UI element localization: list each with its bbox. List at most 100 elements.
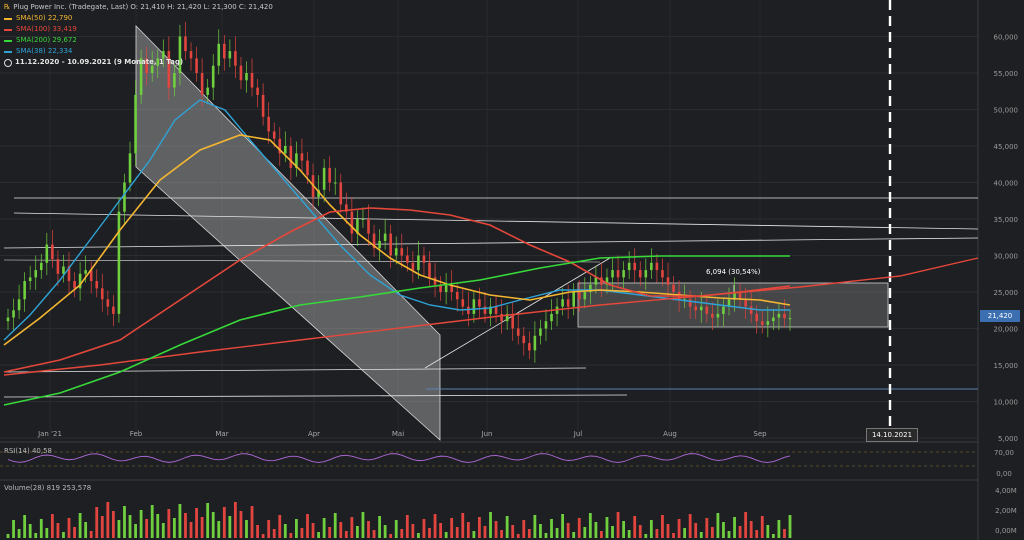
candle [178, 36, 182, 73]
volume-bar [228, 516, 232, 538]
chart-legend: ℞ Plug Power Inc. (Tradegate, Last) O: 2… [4, 2, 273, 68]
volume-bar [23, 515, 27, 538]
candle [200, 73, 204, 95]
candle [161, 51, 165, 59]
x-tick-label: Jun [481, 430, 493, 438]
candle [245, 73, 248, 81]
candle [777, 313, 781, 318]
logo-icon: ℞ [4, 3, 11, 11]
candle [156, 58, 160, 66]
volume-bar [217, 521, 221, 538]
candle [150, 65, 154, 73]
candle [45, 244, 49, 263]
candle [444, 284, 448, 292]
y-tick-label: 25,000 [994, 289, 1019, 297]
candle [422, 255, 426, 263]
candle [616, 270, 620, 278]
candle [350, 211, 354, 234]
y-tick-label: 10,000 [994, 399, 1019, 407]
candle [284, 146, 287, 154]
rsi-tick-label: 0,00 [996, 470, 1012, 478]
volume-bar [433, 514, 437, 538]
candle [56, 259, 60, 274]
candle [467, 306, 470, 314]
candle [583, 292, 587, 300]
volume-bar [206, 503, 210, 538]
candle [655, 262, 659, 271]
candle [461, 299, 465, 307]
volume-bar [178, 504, 182, 538]
candle [6, 317, 10, 322]
candle [267, 116, 270, 132]
candle [533, 335, 537, 351]
volume-bar [45, 528, 49, 538]
candle [106, 299, 110, 307]
volume-bar [62, 532, 65, 538]
candle [23, 281, 26, 300]
volume-bar [688, 514, 692, 538]
y-tick-label: 35,000 [994, 216, 1019, 224]
candle [250, 73, 254, 88]
volume-bar [394, 520, 398, 538]
volume-bar [250, 506, 254, 538]
candle [173, 73, 176, 88]
candle [450, 284, 453, 292]
candle [589, 284, 592, 292]
volume-bar [6, 534, 10, 538]
legend-sma-3: SMA(38) 22,334 [4, 46, 273, 57]
volume-bar [267, 520, 271, 538]
candle [688, 299, 692, 307]
candle [406, 255, 409, 263]
candle [705, 306, 709, 314]
volume-bar [389, 534, 393, 538]
candle [672, 284, 675, 292]
volume-bar [577, 518, 581, 538]
volume-bar [611, 526, 614, 538]
rsi-legend: RSI(14) 40,58 [4, 447, 53, 455]
volume-bar [350, 517, 354, 538]
candle [112, 306, 115, 314]
candle [749, 306, 753, 314]
volume-bar [489, 512, 492, 538]
candle [738, 292, 742, 300]
candle [594, 277, 598, 285]
volume-bar [522, 520, 526, 538]
volume-bar [300, 528, 304, 538]
candle [211, 65, 215, 88]
candle [295, 153, 298, 168]
y-tick-label: 60,000 [994, 34, 1019, 42]
candle [544, 321, 548, 329]
volume-bar [561, 514, 565, 538]
trend-line [3, 394, 628, 398]
volume-bar [78, 513, 82, 538]
trend-line [3, 237, 979, 249]
candle [39, 262, 43, 271]
candle [272, 131, 276, 139]
volume-bar [184, 513, 187, 538]
candle [716, 313, 720, 318]
volume-bar [272, 529, 276, 538]
candle [195, 58, 198, 73]
volume-bar [439, 523, 442, 538]
candle [783, 313, 786, 319]
x-tick-label: Feb [130, 430, 143, 438]
candle [733, 292, 736, 300]
volume-bar [694, 523, 698, 538]
candle [134, 94, 137, 154]
candle [28, 277, 32, 282]
candle [760, 321, 764, 325]
candle [622, 270, 625, 278]
volume-bar [39, 519, 43, 538]
volume-bar [311, 523, 315, 538]
candle [78, 273, 82, 289]
volume-bar [106, 502, 110, 538]
candle [322, 167, 326, 190]
volume-bar [56, 523, 60, 538]
volume-bar [555, 528, 559, 538]
volume-bar [261, 534, 265, 538]
volume-bar [483, 526, 487, 538]
volume-bar [461, 513, 465, 538]
candle [389, 233, 392, 256]
